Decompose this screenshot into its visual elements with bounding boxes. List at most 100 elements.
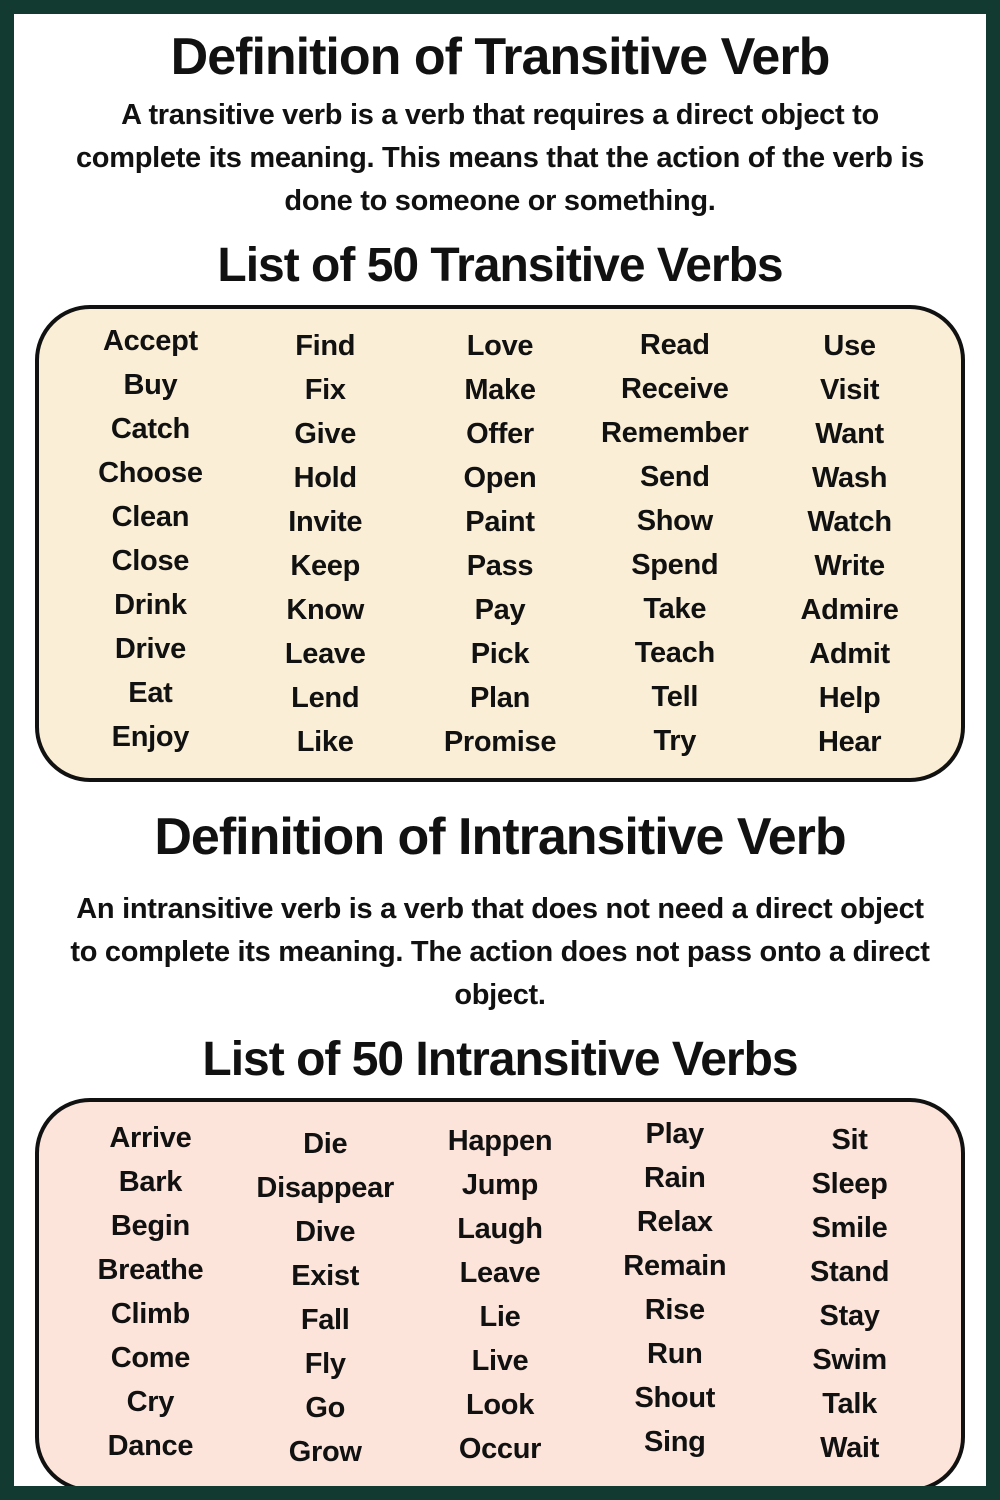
verb-item: Find <box>295 329 356 362</box>
verb-item: Pick <box>470 637 530 670</box>
verb-item: Breathe <box>97 1254 204 1287</box>
verb-item: Sleep <box>811 1168 888 1201</box>
verb-item: Go <box>305 1392 346 1425</box>
verb-item: Keep <box>290 549 361 582</box>
intransitive-list-title: List of 50 Intransitive Verbs <box>202 1032 798 1086</box>
verb-item: Dive <box>295 1216 356 1249</box>
verb-item: Cry <box>126 1386 175 1419</box>
verb-item: Drink <box>114 588 187 621</box>
verb-item: Watch <box>807 505 892 538</box>
verb-column: Arrive Bark Begin Breathe Climb Come Cry Dance <box>63 1116 238 1474</box>
verb-column: Read Receive Remember Send Show Spend Take Teac… <box>587 323 762 764</box>
verb-item: Lend <box>291 681 360 714</box>
verb-item: Run <box>647 1338 703 1371</box>
verb-item: Stand <box>810 1256 890 1289</box>
verb-item: Pass <box>466 549 534 582</box>
verb-column: Love Make Offer Open Paint Pass Pay Pick Plan Pro… <box>413 324 588 764</box>
verb-item: Promise <box>443 725 557 758</box>
verb-item: Open <box>463 461 537 494</box>
verb-item: Choose <box>98 456 203 489</box>
verb-item: Help <box>818 681 881 714</box>
verb-item: Catch <box>110 412 190 445</box>
verb-item: Take <box>643 592 707 625</box>
verb-item: Visit <box>819 373 880 406</box>
verb-item: Wait <box>820 1432 880 1465</box>
transitive-definition-text: A transitive verb is a verb that require… <box>75 99 925 218</box>
verb-item: Spend <box>631 548 719 581</box>
verb-item: Hear <box>817 725 882 758</box>
verb-item: Show <box>636 504 713 537</box>
verb-item: Leave <box>284 637 366 670</box>
verb-item: Read <box>639 328 710 361</box>
verb-item: Tell <box>651 680 699 713</box>
verb-item: Eat <box>128 676 173 709</box>
verb-item: Close <box>111 544 190 577</box>
verb-item: Occur <box>458 1433 542 1466</box>
verb-item: Give <box>294 417 357 450</box>
verb-item: Buy <box>123 368 178 401</box>
verb-item: Wash <box>812 461 888 494</box>
verb-item: Remain <box>623 1250 727 1283</box>
verb-item: Offer <box>466 417 534 450</box>
verb-item: Like <box>296 725 354 758</box>
verb-item: Make <box>464 373 536 406</box>
verb-item: Admit <box>809 637 890 670</box>
verb-item: Want <box>815 417 884 450</box>
verb-item: Climb <box>110 1298 190 1331</box>
verb-item: Come <box>110 1342 191 1375</box>
verb-item: Lie <box>479 1301 521 1334</box>
verb-item: Jump <box>461 1169 539 1202</box>
verb-item: Admire <box>800 593 899 626</box>
verb-item: Relax <box>636 1206 713 1239</box>
verb-item: Accept <box>102 324 198 357</box>
verb-column: Die Disappear Dive Exist Fall Fly Go Grow <box>238 1122 413 1474</box>
verb-item: Drive <box>114 632 186 665</box>
verb-column: Use Visit Want Wash Watch Write Admire Admit Hel… <box>762 324 937 764</box>
verb-item: Fly <box>304 1348 346 1381</box>
intransitive-definition-text: An intransitive verb is a verb that does… <box>70 893 930 1011</box>
verb-item: Sit <box>831 1124 868 1157</box>
verb-item: Stay <box>819 1300 880 1333</box>
verb-item: Clean <box>111 500 190 533</box>
verb-item: Grow <box>288 1436 362 1469</box>
verb-item: Fall <box>300 1304 350 1337</box>
verb-item: Remember <box>601 416 749 449</box>
verb-item: Live <box>471 1345 529 1378</box>
verb-item: Receive <box>621 372 729 405</box>
verb-item: Fix <box>304 373 346 406</box>
verb-item: Talk <box>822 1388 877 1421</box>
verb-column: Play Rain Relax Remain Rise Run Shout Sing <box>587 1112 762 1474</box>
verb-item: Leave <box>459 1257 541 1290</box>
verb-item: Invite <box>288 505 363 538</box>
verb-item: Arrive <box>109 1122 192 1155</box>
verb-item: Play <box>645 1118 705 1151</box>
intransitive-definition-title: Definition of Intransitive Verb <box>154 807 846 866</box>
intransitive-verbs-box: Arrive Bark Begin Breathe Climb Come Cry Dance D… <box>35 1098 965 1486</box>
verb-item: Sing <box>643 1426 706 1459</box>
verb-item: Look <box>465 1389 535 1422</box>
verb-item: Send <box>639 460 710 493</box>
verb-item: Plan <box>469 681 531 714</box>
verb-item: Know <box>286 593 365 626</box>
verb-item: Love <box>466 329 534 362</box>
verb-item: Begin <box>110 1210 190 1243</box>
verb-item: Smile <box>811 1212 888 1245</box>
verb-item: Happen <box>447 1125 553 1158</box>
verb-item: Rain <box>643 1162 706 1195</box>
transitive-verbs-box: Accept Buy Catch Choose Clean Close Drink Drive… <box>35 304 965 782</box>
verb-item: Bark <box>118 1166 183 1199</box>
verb-column: Happen Jump Laugh Leave Lie Live Look Occur <box>413 1119 588 1474</box>
verb-item: Laugh <box>457 1213 543 1246</box>
verb-item: Try <box>653 724 697 757</box>
verb-column: Accept Buy Catch Choose Clean Close Drink Drive… <box>63 319 238 764</box>
verb-item: Dance <box>107 1430 194 1463</box>
verb-item: Enjoy <box>111 720 190 753</box>
page: Definition of Transitive Verb A transiti… <box>14 14 986 1486</box>
transitive-list-title: List of 50 Transitive Verbs <box>217 239 783 293</box>
verb-item: Rise <box>644 1294 705 1327</box>
verb-column: Find Fix Give Hold Invite Keep Know Leave Lend Li… <box>238 324 413 764</box>
verb-item: Die <box>303 1128 348 1161</box>
verb-item: Teach <box>634 636 715 669</box>
verb-item: Shout <box>634 1382 716 1415</box>
verb-item: Pay <box>474 593 526 626</box>
